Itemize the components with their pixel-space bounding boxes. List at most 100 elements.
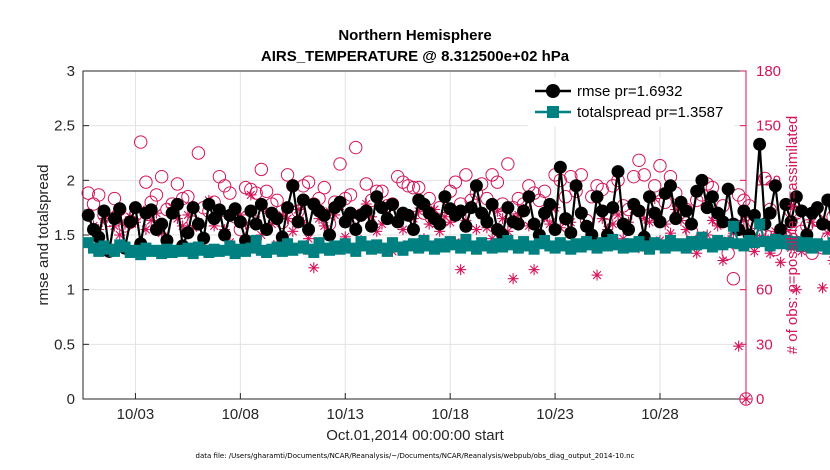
totalspread-point [497,241,509,253]
y-tick-label: 0 [67,391,75,408]
rmse-point [249,217,263,231]
obs-possible-point [149,188,164,202]
obs-possible-point [249,186,263,200]
rmse-point [679,204,693,218]
rmse-point [438,190,452,204]
obs-assimilated-point [455,264,467,276]
legend-totalspread-label: totalspread pr=1.3587 [577,104,723,121]
obs-possible-point [333,157,347,171]
obs-possible-point [270,193,284,208]
rmse-point [737,204,751,218]
rmse-point [333,195,347,209]
obs-assimilated-point [733,340,745,352]
rmse-point [501,201,515,215]
rmse-point [375,201,389,215]
rmse-point [291,215,305,229]
rmse-point [202,197,216,211]
totalspread-point [470,243,482,255]
totalspread-point [187,248,199,260]
rmse-point [81,208,95,222]
rmse-point [244,204,258,218]
rmse-point [690,184,704,198]
totalspread-point [460,233,472,245]
obs-assimilated-point [528,264,540,276]
rmse-point [97,204,111,218]
rmse-point [590,190,604,204]
data-file-footer: data file: /Users/gharamti/Documents/NCA… [196,452,635,460]
rmse-point [716,215,730,229]
obs-possible-point [574,168,588,182]
obs-assimilated-point [790,284,802,296]
y-tick-label: 1 [67,282,75,299]
rmse-point [611,165,625,179]
rmse-point [296,193,310,207]
rmse-point [344,206,358,220]
totalspread-point [135,249,147,261]
rmse-point [522,190,536,204]
totalspread-point [696,231,708,243]
rmse-point [469,179,483,193]
rmse-point [364,219,378,233]
obs-assimilated-point [470,224,482,236]
y-tick-label: 0.5 [54,336,75,353]
rmse-point [527,217,541,231]
rmse-point [170,197,184,211]
totalspread-point [282,238,294,250]
rmse-point [406,223,420,237]
obs-possible-point [406,180,421,195]
rmse-point [233,215,247,229]
rmse-point [705,190,719,204]
obs-assimilated-point [827,256,830,265]
rmse-point [810,201,824,215]
obs-possible-point [133,135,148,149]
obs-assimilated-point [817,282,829,294]
obs-possible-point [459,168,473,182]
legend: rmse pr=1.6932 totalspread pr=1.3587 [527,77,735,127]
rmse-point [385,197,399,211]
obs-possible-point [653,159,667,173]
obs-possible-point [401,179,415,193]
rmse-point [763,206,777,220]
rmse-point [270,212,284,226]
totalspread-point [680,242,692,254]
totalspread-point [764,240,776,252]
rmse-point [543,197,557,211]
obs-assimilated-point [245,189,257,201]
right-y-tick-label: 150 [756,118,781,135]
legend-rmse-marker [546,84,560,98]
y-tick-label: 2.5 [54,118,75,135]
totalspread-point [691,239,703,251]
totalspread-point [602,240,614,252]
rmse-point [632,204,646,218]
chart-title: Northern Hemisphere [338,27,491,44]
rmse-point [774,223,788,237]
obs-possible-point [343,188,358,202]
rmse-point [286,179,300,193]
rmse-point [569,179,583,193]
chart-subtitle: AIRS_TEMPERATURE @ 8.312500e+02 hPa [261,48,570,65]
obs-possible-point [359,177,373,191]
rmse-point [795,204,809,218]
totalspread-point [276,245,288,257]
x-tick-label: 10/13 [326,406,364,423]
obs-assimilated-point [308,262,320,274]
totalspread-point [659,242,671,254]
obs-possible-point [139,175,153,189]
obs-possible-point [758,171,772,186]
totalspread-series [82,218,830,261]
obs-assimilated-point [717,255,729,267]
obs-assimilated-point [507,273,519,285]
rmse-point [155,217,169,231]
totalspread-point [224,240,236,252]
rmse-point [191,217,205,231]
obs-possible-point [170,177,185,191]
obs-possible-point [191,146,206,160]
rmse-point [606,201,620,215]
totalspread-point [706,241,718,253]
obs-possible-point [648,179,662,193]
rmse-point [107,212,121,226]
rmse-point [464,201,478,215]
right-y-axis-label: # of obs: o=possible; ∗=assimilated [784,116,801,355]
right-y-tick-label: 0 [756,391,764,408]
